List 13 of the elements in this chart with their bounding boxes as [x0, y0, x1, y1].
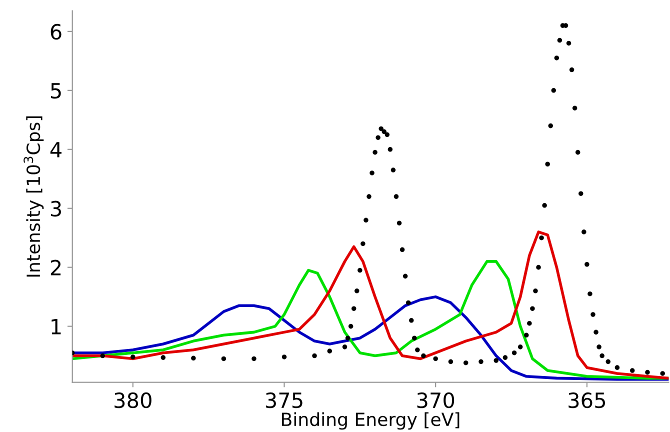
- line-series: [72, 230, 669, 380]
- y-tick-label: 5: [50, 83, 61, 99]
- y-tick-label: 3: [50, 200, 61, 217]
- x-tick-label: 375: [266, 392, 302, 408]
- x-tick-label: 370: [417, 392, 454, 408]
- x-axis-title: Binding Energy [eV]: [282, 412, 460, 430]
- y-tick-label: 2: [50, 260, 61, 276]
- y-axis-title: Intensity [10$^{3}$Cps]: [24, 116, 44, 277]
- x-tick-label: 365: [568, 392, 605, 408]
- y-tick-label: 4: [50, 142, 62, 158]
- y-tick-label: 6: [50, 24, 62, 40]
- y-tick-label: 1: [52, 319, 61, 334]
- x-tick-label: 380: [114, 392, 152, 408]
